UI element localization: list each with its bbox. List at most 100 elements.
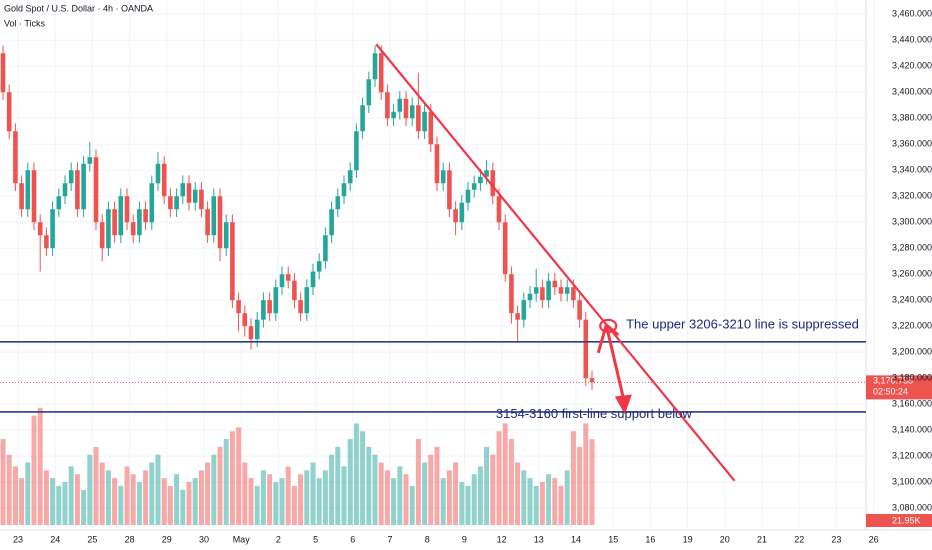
volume-bar <box>229 431 235 525</box>
volume-bar <box>304 470 310 525</box>
volume-bar <box>366 446 372 525</box>
x-tick-label: 24 <box>50 534 60 544</box>
candle-body <box>490 170 496 197</box>
candle-body <box>112 209 117 236</box>
y-tick-label: 3,120.000 <box>892 451 932 461</box>
volume-bar <box>341 466 347 525</box>
candle-body <box>397 98 403 112</box>
candle-body <box>31 170 37 223</box>
volume-bar <box>471 474 477 525</box>
candle-body <box>130 222 136 236</box>
y-tick-label: 3,280.000 <box>892 243 932 253</box>
x-tick-label: 30 <box>199 534 209 544</box>
x-tick-label: 9 <box>462 534 467 544</box>
volume-bar <box>25 462 31 525</box>
candle-body <box>261 300 266 320</box>
volume-bar <box>465 485 471 525</box>
y-tick-label: 3,320.000 <box>892 191 932 201</box>
trendline <box>375 43 736 482</box>
volume-bar <box>174 474 180 525</box>
volume-bar <box>149 462 155 525</box>
volume-bar <box>434 446 440 525</box>
candle-body <box>13 131 18 184</box>
candle-body <box>583 319 589 379</box>
candle-body <box>360 105 365 132</box>
candle-body <box>56 196 62 210</box>
volume-bar <box>12 466 18 525</box>
x-tick-label: 29 <box>162 534 172 544</box>
candle-body <box>217 196 223 249</box>
volume-bar <box>192 478 198 525</box>
candle-body <box>465 189 471 203</box>
candle-body <box>106 209 111 249</box>
y-tick-label: 3,420.000 <box>892 61 932 71</box>
candle-body <box>37 222 43 236</box>
volume-bar <box>353 423 359 525</box>
volume-bar <box>56 485 62 525</box>
y-tick-label: 3,260.000 <box>892 269 932 279</box>
volume-bar <box>37 407 43 525</box>
chart-title: Gold Spot / U.S. Dollar · 4h · OANDA <box>4 3 153 13</box>
candle-body <box>316 261 322 272</box>
arrow <box>604 324 627 405</box>
x-tick-label: 28 <box>125 534 135 544</box>
last-price-label: 3,176.755 <box>873 376 913 386</box>
volume-bar <box>440 478 446 525</box>
y-tick-label: 3,200.000 <box>892 347 932 357</box>
candle-body <box>137 209 142 236</box>
volume-bar <box>527 478 533 525</box>
candle-body <box>236 300 241 314</box>
candle-body <box>354 131 359 171</box>
candle-body <box>496 196 502 223</box>
y-tick-label: 3,400.000 <box>892 87 932 97</box>
candle-body <box>19 183 24 210</box>
candle-body <box>533 287 539 294</box>
volume-bar <box>490 454 496 525</box>
volume-bar <box>155 454 161 525</box>
candle-body <box>564 287 570 294</box>
x-tick-label: 2 <box>276 534 281 544</box>
candle-body <box>180 183 186 197</box>
candle-body <box>589 378 595 383</box>
volume-bar <box>186 482 192 525</box>
volume-bar <box>43 470 49 525</box>
volume-bar <box>112 478 118 525</box>
candle-body <box>267 300 272 314</box>
candle-body <box>99 222 105 249</box>
candle-body <box>273 287 279 314</box>
candle-body <box>186 183 192 203</box>
volume-bar <box>508 439 514 525</box>
arrow-head <box>614 394 632 415</box>
x-tick-label: 6 <box>350 534 355 544</box>
candle-body <box>93 157 99 223</box>
candle-body <box>453 209 458 223</box>
candle-body <box>484 170 489 177</box>
volume-bar <box>167 485 173 525</box>
candle-body <box>428 111 434 145</box>
candle-body <box>87 157 93 164</box>
candle-body <box>540 287 545 301</box>
volume-bar <box>453 462 459 525</box>
y-tick-label: 3,340.000 <box>892 165 932 175</box>
candle-body <box>434 144 440 184</box>
candle-body <box>192 189 198 203</box>
volume-bar <box>322 470 328 525</box>
volume-bar <box>242 462 248 525</box>
y-tick-label: 3,380.000 <box>892 113 932 123</box>
volume-bar <box>279 478 285 525</box>
volume-bar <box>260 470 266 525</box>
countdown: 02:50:24 <box>873 387 908 397</box>
candle-body <box>143 209 148 223</box>
volume-bar <box>539 482 545 525</box>
candle-body <box>521 300 527 320</box>
volume-bar <box>31 415 37 525</box>
candle-body <box>341 183 347 197</box>
volume-bar <box>68 466 74 525</box>
candle-body <box>205 209 210 236</box>
x-tick-label: 12 <box>497 534 507 544</box>
candle-body <box>161 163 167 197</box>
candle-body <box>409 105 415 119</box>
volume-bar <box>589 439 595 525</box>
